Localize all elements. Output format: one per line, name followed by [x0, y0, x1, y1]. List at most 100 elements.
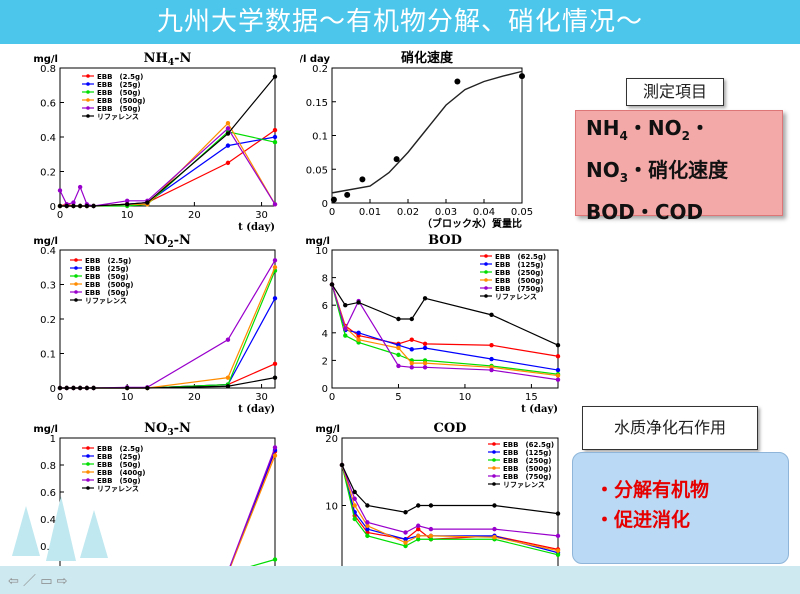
slide-nav: ⇦ ／ ▭ ⇨	[8, 570, 68, 589]
y-tick-label: 0.2	[40, 315, 56, 326]
y-tick-label: 0.1	[40, 350, 56, 361]
data-point	[352, 496, 357, 501]
data-point	[272, 202, 278, 207]
series-line-4	[341, 464, 559, 537]
chart-title-tail: -N	[174, 51, 191, 66]
x-tick-label: 20	[188, 210, 201, 221]
series-line-2	[331, 284, 559, 375]
arrow-left-icon[interactable]: ⇦	[8, 574, 19, 589]
data-point	[555, 377, 561, 382]
legend-marker	[484, 270, 488, 274]
menu-icon[interactable]: ▭	[40, 574, 53, 589]
x-tick-label: 5	[395, 392, 401, 403]
x-tick-label: 10	[121, 392, 134, 403]
data-point	[454, 78, 461, 85]
legend-marker	[484, 294, 488, 298]
data-point	[272, 375, 278, 380]
x-tick-label: 0	[329, 207, 335, 218]
data-point	[422, 296, 428, 301]
pen-icon[interactable]: ／	[23, 574, 37, 589]
data-point	[145, 200, 150, 205]
y-tick-label: 0.4	[40, 515, 56, 526]
data-point	[272, 265, 278, 270]
data-point	[396, 316, 401, 322]
legend-marker	[86, 454, 90, 458]
y-axis-label: mg/l	[33, 236, 58, 247]
y-tick-label: 0.2	[40, 168, 56, 179]
x-axis-label: t (day)	[238, 404, 275, 415]
chart-title-tail: -N	[174, 233, 191, 248]
data-point	[403, 510, 408, 515]
data-point	[77, 385, 83, 391]
y-axis-label: mg/l	[305, 236, 330, 247]
legend-label: EBB (2.5g)	[85, 257, 131, 265]
legend-label: EBB (2.5g)	[97, 73, 143, 81]
data-point	[409, 316, 414, 322]
legend-label: EBB (25g)	[97, 453, 141, 461]
data-point	[225, 126, 231, 131]
y-tick-label: 1	[50, 434, 56, 445]
data-point	[330, 196, 337, 203]
data-point	[343, 326, 348, 331]
y-tick-label: 0.8	[40, 461, 56, 472]
chart-title-main: NO	[144, 421, 167, 436]
stone-effect-label: 水质净化石作用	[582, 406, 758, 450]
legend-label: EBB (50g)	[97, 89, 141, 97]
data-point	[519, 73, 525, 80]
data-point	[428, 533, 434, 539]
data-point	[416, 526, 421, 532]
y-tick-label: 8	[322, 274, 328, 285]
x-axis-label: t (day)	[521, 404, 558, 415]
data-point	[428, 503, 434, 508]
y-axis-label: mg/l	[33, 424, 58, 435]
data-point	[422, 360, 428, 366]
y-tick-label: 4	[322, 329, 328, 340]
chart-title: 硝化速度	[401, 50, 454, 66]
x-tick-label: 0	[329, 392, 335, 403]
legend-label: EBB (50g)	[97, 105, 141, 113]
x-tick-label: 15	[525, 392, 538, 403]
legend-label: EBB (250g)	[495, 269, 543, 277]
data-point	[225, 131, 231, 136]
effect-2: ・促进消化	[595, 509, 691, 531]
data-point	[329, 282, 335, 287]
data-point	[225, 121, 231, 126]
chart-title: NO2-N	[144, 233, 191, 250]
data-point	[124, 385, 130, 391]
data-point	[272, 74, 278, 79]
legend-marker	[74, 298, 78, 302]
series-line-0	[59, 129, 276, 207]
data-point	[356, 330, 361, 335]
plot-frame	[331, 249, 559, 389]
y-axis-label: mg/l	[33, 54, 58, 65]
data-point	[422, 365, 428, 370]
x-tick-label: 10	[121, 210, 134, 221]
data-point	[365, 526, 370, 532]
chart-title: NH4-N	[144, 51, 192, 68]
legend-label: EBB (250g)	[503, 457, 551, 465]
x-tick-label: 0.05	[511, 207, 533, 218]
data-point	[225, 143, 231, 148]
chart-nitrification-rate: 0 0.05 0.1 0.15 0.2 0 0.01 0.02 0.03 0.04 0.05 mgN/…	[300, 50, 533, 230]
y-tick-label: 0.1	[312, 132, 328, 143]
y-tick-label: 0.4	[40, 246, 56, 257]
legend-label: EBB (500g)	[85, 281, 133, 289]
data-point	[555, 548, 561, 553]
arrow-right-icon[interactable]: ⇨	[56, 574, 68, 589]
legend-label: EBB (750g)	[503, 473, 551, 481]
measure-line-2: NO3・硝化速度	[586, 158, 729, 185]
legend-label: EBB (50g)	[85, 289, 129, 297]
y-tick-label: 0	[50, 384, 56, 395]
data-point	[555, 367, 561, 373]
x-tick-label: 0	[57, 392, 63, 403]
data-point	[489, 343, 494, 348]
legend-marker	[492, 442, 496, 446]
series-line-3	[331, 284, 559, 377]
series-line-1	[341, 464, 559, 554]
legend-label: EBB (50g)	[97, 461, 141, 469]
legend-marker	[86, 470, 90, 474]
data-point	[272, 127, 278, 133]
series-line-5	[60, 377, 276, 389]
data-point	[422, 345, 428, 351]
